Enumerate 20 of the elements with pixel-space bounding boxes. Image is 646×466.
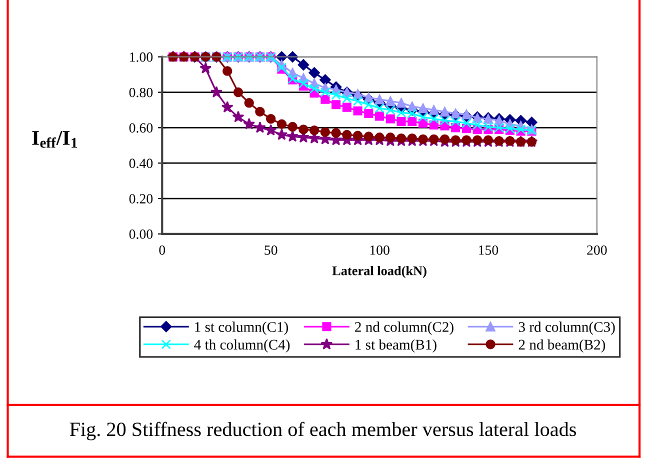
legend-label: 1 st column(C1)	[195, 322, 288, 335]
y-tick-label: 1.00	[130, 52, 153, 62]
y-tick-label: 0.00	[129, 230, 153, 239]
y-tick-label: 0.40	[129, 158, 153, 168]
legend-label: 2 nd column(C2)	[355, 322, 454, 335]
x-tick-label: 150	[479, 245, 498, 255]
legend-label: 2 nd beam(B2)	[518, 339, 606, 353]
y-tick-label: 0.20	[129, 194, 153, 204]
caption: Fig. 20 Stiffness reduction of each member versus lateral loads	[70, 422, 576, 440]
y-axis-title: I$_{eff}$/I$_{1}$	[32, 131, 78, 148]
x-axis-title: Lateral load(kN)	[332, 266, 426, 278]
y-tick-label: 0.80	[129, 88, 153, 98]
legend-label: 3 rd column(C3)	[518, 322, 615, 335]
legend-label: 1 st beam(B1)	[356, 339, 436, 353]
x-tick-label: 200	[587, 245, 607, 255]
x-tick-label: 100	[370, 245, 390, 255]
x-tick-label: 50	[264, 245, 278, 255]
x-tick-label: 0	[159, 245, 166, 255]
legend-label: 4 th column(C4)	[194, 339, 290, 353]
y-tick-label: 0.60	[129, 123, 153, 133]
